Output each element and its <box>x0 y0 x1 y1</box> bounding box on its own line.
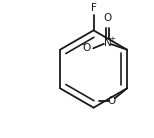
Text: O: O <box>104 14 112 23</box>
Text: −: − <box>79 40 85 49</box>
Text: F: F <box>91 3 97 13</box>
Text: +: + <box>110 36 116 42</box>
Text: N: N <box>104 38 112 48</box>
Text: O: O <box>108 96 116 106</box>
Text: O: O <box>82 43 90 53</box>
